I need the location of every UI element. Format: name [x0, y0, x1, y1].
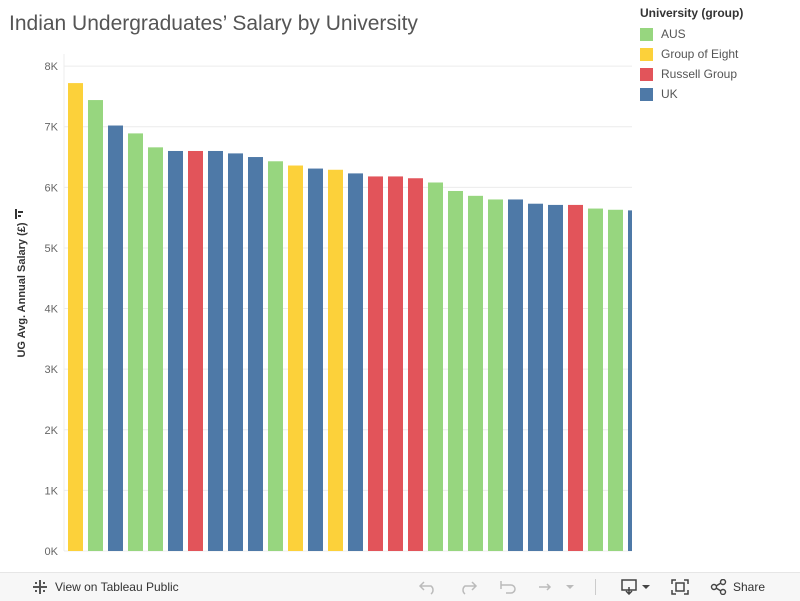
- legend-item[interactable]: Group of Eight: [640, 44, 798, 64]
- bar[interactable]: [208, 150, 223, 551]
- legend-swatch: [640, 67, 653, 81]
- legend-swatch: [640, 47, 653, 61]
- view-on-tableau-link[interactable]: View on Tableau Public: [33, 580, 179, 594]
- legend-item[interactable]: AUS: [640, 24, 798, 44]
- chevron-down-icon[interactable]: [565, 583, 575, 591]
- legend-label: AUS: [661, 27, 686, 41]
- bar[interactable]: [448, 190, 463, 552]
- y-tick-label: 3K: [45, 364, 59, 376]
- bar[interactable]: [148, 147, 163, 551]
- bar[interactable]: [108, 125, 123, 552]
- bar[interactable]: [268, 161, 283, 551]
- share-icon[interactable]: [710, 579, 728, 595]
- y-tick-label: 6K: [45, 182, 59, 194]
- tableau-logo-icon: [33, 580, 47, 594]
- legend-item[interactable]: Russell Group: [640, 64, 798, 84]
- y-tick-label: 1K: [45, 485, 59, 497]
- bar[interactable]: [468, 195, 483, 551]
- legend-item[interactable]: UK: [640, 84, 798, 104]
- y-tick-label: 8K: [45, 61, 59, 73]
- bar[interactable]: [588, 208, 603, 551]
- refresh-icon[interactable]: [536, 579, 556, 595]
- legend-label: Group of Eight: [661, 47, 739, 61]
- bar[interactable]: [68, 83, 83, 551]
- bar[interactable]: [168, 150, 183, 551]
- redo-icon[interactable]: [458, 579, 478, 595]
- view-on-tableau-label: View on Tableau Public: [55, 580, 179, 594]
- bar[interactable]: [288, 165, 303, 551]
- share-button[interactable]: Share: [733, 580, 766, 594]
- y-tick-label: 0K: [45, 546, 59, 558]
- bar[interactable]: [488, 199, 503, 551]
- legend-label: UK: [661, 87, 678, 101]
- bar[interactable]: [308, 168, 323, 552]
- legend-swatch: [640, 27, 653, 41]
- bar[interactable]: [228, 153, 243, 551]
- bar[interactable]: [548, 204, 563, 552]
- tableau-toolbar: View on Tableau Public Share: [0, 572, 800, 601]
- bar[interactable]: [388, 176, 403, 551]
- undo-icon[interactable]: [418, 579, 438, 595]
- legend-label: Russell Group: [661, 67, 738, 81]
- y-tick-label: 2K: [45, 425, 59, 437]
- legend-swatch: [640, 87, 653, 101]
- revert-icon[interactable]: [498, 579, 518, 595]
- bar-chart: 0K 1K 2K 3K 4K 5K 6K 7K 8K: [45, 54, 632, 558]
- bar[interactable]: [328, 169, 343, 551]
- bar[interactable]: [528, 203, 543, 551]
- bar[interactable]: [248, 157, 263, 551]
- bar[interactable]: [88, 100, 103, 551]
- bar[interactable]: [128, 133, 143, 551]
- y-tick-label: 7K: [45, 122, 59, 134]
- legend: University (group) AUS Group of Eight Russ…: [640, 6, 798, 104]
- bar[interactable]: [408, 178, 423, 551]
- toolbar-divider: [595, 579, 596, 595]
- bars: [68, 83, 632, 552]
- legend-title: University (group): [640, 6, 744, 20]
- bar[interactable]: [348, 173, 363, 551]
- bar[interactable]: [628, 210, 632, 551]
- y-tick-label: 4K: [45, 304, 59, 316]
- bar[interactable]: [608, 209, 623, 551]
- chart-title: Indian Undergraduates’ Salary by Univers…: [9, 12, 418, 35]
- bar[interactable]: [188, 150, 203, 551]
- y-axis-label-wrap: UG Avg. Annual Salary (£): [14, 200, 30, 380]
- bar[interactable]: [508, 199, 523, 551]
- y-axis-label: UG Avg. Annual Salary (£): [16, 222, 28, 358]
- bar[interactable]: [428, 182, 443, 551]
- download-icon[interactable]: [620, 579, 640, 595]
- sort-icon[interactable]: [15, 209, 25, 219]
- bar[interactable]: [368, 176, 383, 551]
- y-axis-ticks: 0K 1K 2K 3K 4K 5K 6K 7K 8K: [45, 61, 59, 558]
- y-tick-label: 5K: [45, 243, 59, 255]
- download-chevron-icon[interactable]: [641, 583, 651, 591]
- fullscreen-icon[interactable]: [671, 579, 689, 595]
- bar[interactable]: [568, 204, 583, 552]
